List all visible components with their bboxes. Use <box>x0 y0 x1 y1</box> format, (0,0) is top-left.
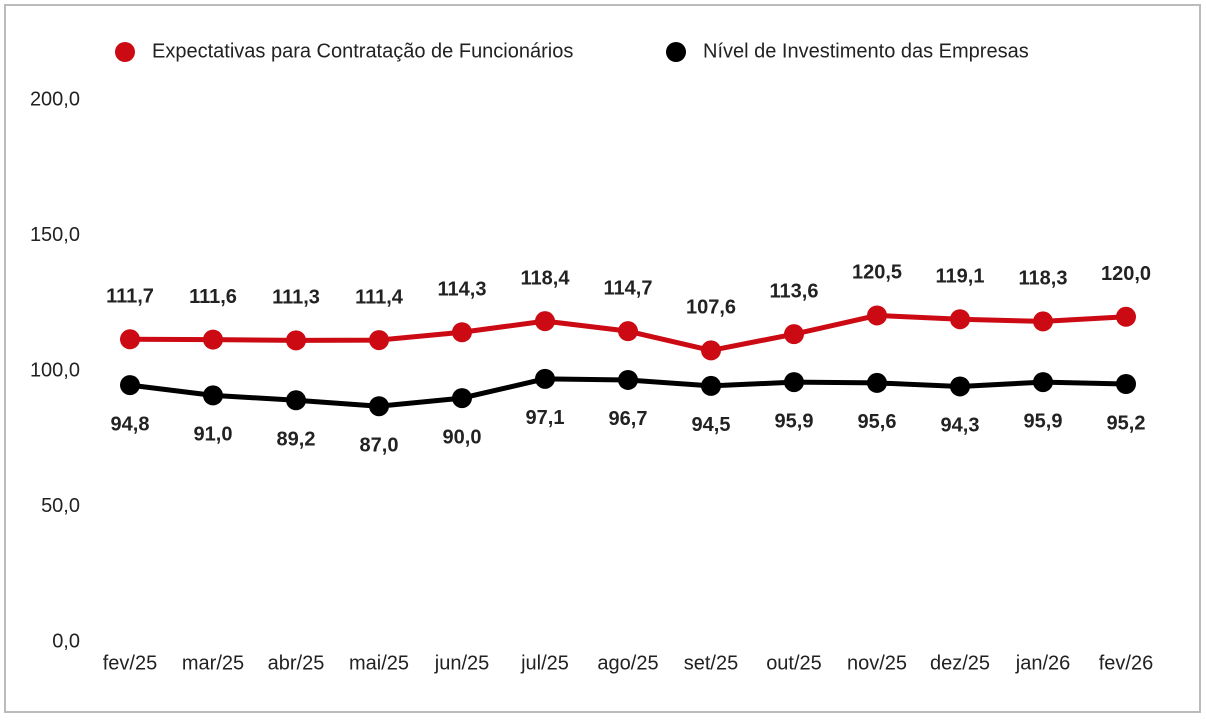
point <box>1033 311 1053 332</box>
x-tick-label: set/25 <box>684 652 738 674</box>
value-label: 111,6 <box>189 286 237 308</box>
point <box>286 390 306 411</box>
x-tick-label: mai/25 <box>349 652 409 674</box>
y-tick-label: 50,0 <box>41 495 80 517</box>
point <box>120 375 140 396</box>
x-tick-label: jun/25 <box>434 652 490 674</box>
point <box>535 368 555 389</box>
value-label: 89,2 <box>277 429 316 451</box>
value-label: 90,0 <box>443 426 482 448</box>
value-label: 114,7 <box>604 277 653 299</box>
point <box>1116 306 1136 327</box>
point <box>369 396 389 417</box>
value-label: 95,6 <box>858 411 897 433</box>
point <box>701 375 721 396</box>
point <box>286 330 306 351</box>
point <box>369 330 389 351</box>
point <box>203 329 223 350</box>
value-label: 118,4 <box>521 267 571 289</box>
point <box>618 369 638 390</box>
point <box>867 305 887 326</box>
value-label: 94,8 <box>111 413 150 435</box>
value-label: 118,3 <box>1019 268 1068 290</box>
value-label: 111,3 <box>272 287 320 309</box>
value-label: 96,7 <box>609 408 648 430</box>
x-tick-label: out/25 <box>766 652 822 674</box>
legend-label: Expectativas para Contratação de Funcion… <box>152 40 573 62</box>
point <box>203 385 223 406</box>
value-label: 107,6 <box>686 297 736 319</box>
value-label: 95,9 <box>775 410 814 432</box>
legend-marker <box>666 42 686 62</box>
value-label: 95,9 <box>1024 410 1063 432</box>
point <box>452 322 472 343</box>
point <box>867 372 887 393</box>
y-tick-label: 200,0 <box>30 88 80 110</box>
value-label: 95,2 <box>1107 412 1146 434</box>
value-label: 91,0 <box>194 424 233 446</box>
x-tick-label: fev/25 <box>103 652 157 674</box>
chart-frame <box>4 4 1201 713</box>
x-tick-label: jul/25 <box>520 652 569 674</box>
y-tick-label: 0,0 <box>52 630 80 652</box>
x-tick-label: mar/25 <box>182 652 244 674</box>
value-label: 111,7 <box>106 286 154 308</box>
point <box>950 376 970 397</box>
value-label: 120,0 <box>1101 263 1151 285</box>
point <box>120 329 140 350</box>
x-tick-label: dez/25 <box>930 652 990 674</box>
value-label: 94,3 <box>941 415 980 437</box>
legend-marker <box>115 42 135 62</box>
legend-label: Nível de Investimento das Empresas <box>703 40 1029 62</box>
value-label: 111,4 <box>355 286 404 308</box>
x-tick-label: nov/25 <box>847 652 907 674</box>
value-label: 113,6 <box>770 280 819 302</box>
x-tick-label: jan/26 <box>1015 652 1071 674</box>
y-tick-label: 150,0 <box>30 224 80 246</box>
point <box>784 324 804 345</box>
x-tick-label: fev/26 <box>1099 652 1153 674</box>
x-tick-label: ago/25 <box>597 652 658 674</box>
point <box>618 321 638 342</box>
value-label: 119,1 <box>936 266 985 288</box>
x-tick-label: abr/25 <box>268 652 325 674</box>
point <box>1033 372 1053 393</box>
point <box>701 340 721 361</box>
value-label: 97,1 <box>526 407 565 429</box>
value-label: 87,0 <box>360 435 399 457</box>
point <box>784 372 804 393</box>
value-label: 94,5 <box>692 414 731 436</box>
point <box>1116 374 1136 395</box>
value-label: 120,5 <box>852 262 902 284</box>
point <box>950 309 970 330</box>
value-label: 114,3 <box>438 279 487 301</box>
point <box>452 388 472 409</box>
point <box>535 311 555 332</box>
y-tick-label: 100,0 <box>30 359 80 381</box>
